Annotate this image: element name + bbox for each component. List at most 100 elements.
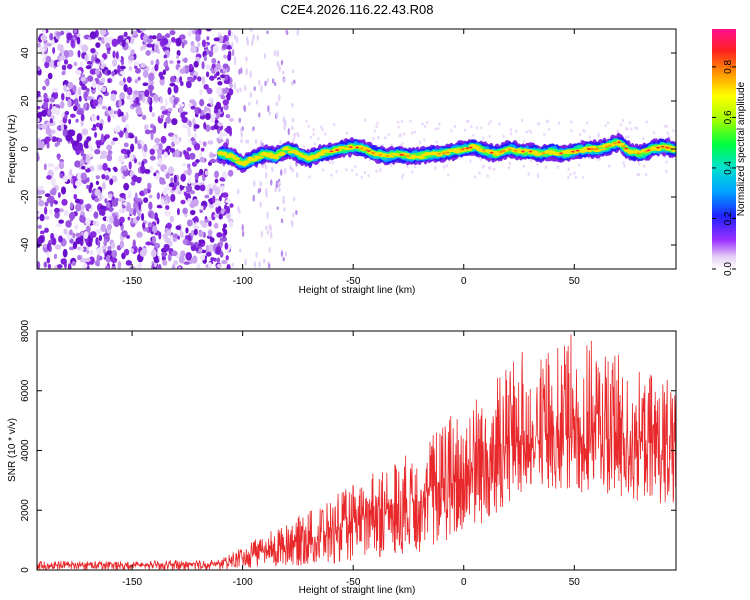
noise-speck [256,34,260,41]
track-hotspot [371,151,375,154]
track-blob [404,153,411,156]
noise-speck [104,198,108,204]
noise-speck [167,253,172,262]
snr-x-tick-label: 50 [569,577,581,588]
track-hotspot [459,148,464,151]
noise-speck [66,63,73,70]
noise-speck [291,220,294,228]
noise-speck [557,121,561,125]
noise-speck [74,89,79,98]
noise-speck [191,255,198,264]
noise-speck [219,251,224,258]
track-blob [474,145,481,149]
noise-speck [95,68,100,76]
noise-speck [149,155,156,161]
noise-speck [570,120,573,124]
noise-speck [226,92,231,101]
colorbar-gradient [712,29,736,269]
noise-speck [142,82,149,87]
noise-speck [57,264,63,269]
noise-speck [221,43,227,50]
noise-speck [102,162,108,171]
snr-y-tick-label: 2000 [20,499,31,522]
track-blob [278,151,287,156]
noise-speck [159,75,165,80]
noise-speck [169,82,176,87]
noise-speck [167,87,172,96]
noise-speck [253,261,257,268]
noise-speck [293,79,296,85]
noise-speck [164,205,170,210]
noise-speck [44,61,50,69]
noise-speck [144,168,151,174]
noise-speck [192,198,199,207]
noise-speck [120,59,125,66]
noise-speck [137,111,143,115]
noise-speck [630,127,633,131]
noise-speck [89,182,94,189]
noise-speck [186,219,193,227]
noise-speck [312,132,315,137]
noise-speck [282,195,285,200]
noise-speck [169,233,174,242]
noise-speck [131,103,138,108]
noise-speck [292,138,295,143]
track-hotspot [360,147,364,150]
noise-speck [224,75,228,81]
noise-speck [672,129,675,133]
track-blob [444,152,451,156]
noise-speck [280,59,284,66]
noise-speck [273,50,277,57]
noise-speck [205,29,212,32]
colorbar-tick-label: 0.4 [723,161,734,175]
noise-speck [182,124,189,129]
noise-speck [84,54,89,62]
noise-speck [475,126,479,130]
noise-speck [241,224,244,232]
noise-speck [69,113,76,118]
noise-speck [164,200,169,205]
noise-speck [472,133,475,137]
noise-speck [185,251,192,261]
noise-speck [426,120,429,125]
snr-x-ticks: -150 -100 -50 0 50 [122,331,580,588]
noise-speck [292,212,295,218]
noise-speck [291,125,294,131]
noise-speck [508,161,511,165]
track-hotspot [501,149,506,152]
noise-speck [214,170,219,179]
noise-speck [233,34,237,40]
noise-speck [167,107,173,112]
noise-speck [167,132,175,137]
noise-speck [89,250,94,256]
noise-speck [253,86,256,91]
noise-speck [637,162,641,166]
noise-speck [160,114,165,119]
noise-speck [51,187,57,196]
noise-speck [103,239,108,247]
noise-speck [201,76,206,85]
noise-speck [163,151,168,158]
track-hotspot [385,155,390,157]
noise-speck [118,111,124,117]
noise-speck [167,166,175,175]
noise-speck [145,50,151,56]
noise-speck [204,219,209,223]
noise-speck [144,129,151,135]
noise-speck [84,154,91,163]
noise-speck [129,134,135,139]
noise-speck [57,153,61,161]
noise-speck [142,222,146,229]
noise-speck [150,131,154,141]
noise-speck [507,166,511,170]
noise-speck [525,130,529,134]
noise-speck [169,215,174,223]
noise-speck [260,230,264,238]
noise-speck [231,48,235,57]
noise-speck [225,114,231,119]
noise-speck [73,29,78,34]
noise-speck [195,221,199,229]
noise-speck [153,44,159,53]
noise-speck [125,130,129,139]
noise-speck [665,160,668,164]
